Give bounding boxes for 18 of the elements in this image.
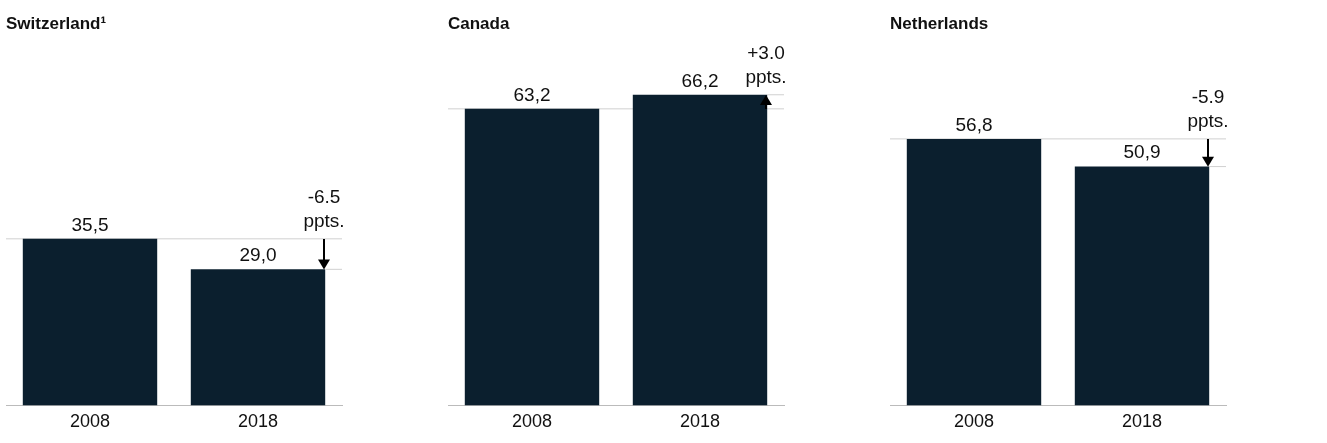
x-tick-label: 2008 [511, 411, 553, 432]
data-label: 35,5 [71, 213, 109, 235]
text: -5.9 ppts. [1187, 85, 1229, 131]
data-label: 66,2 [681, 69, 719, 91]
data-label: 29,0 [239, 244, 277, 266]
x-tick-label: 2018 [1121, 411, 1163, 432]
text: -6.5 ppts. [303, 185, 345, 231]
data-label: 50,9 [1123, 141, 1161, 163]
x-tick-label: 2008 [69, 411, 111, 432]
data-label: 56,8 [955, 113, 993, 135]
chart-title: Netherlands [890, 13, 989, 33]
text: +3.0 ppts. [745, 41, 787, 87]
x-tick-label: 2008 [953, 411, 995, 432]
x-tick-label: 2018 [679, 411, 721, 432]
x-tick-label: 2018 [237, 411, 279, 432]
data-label: 63,2 [513, 83, 551, 105]
chart-title: Canada [448, 13, 510, 33]
chart-title: Switzerland¹ [6, 13, 107, 33]
